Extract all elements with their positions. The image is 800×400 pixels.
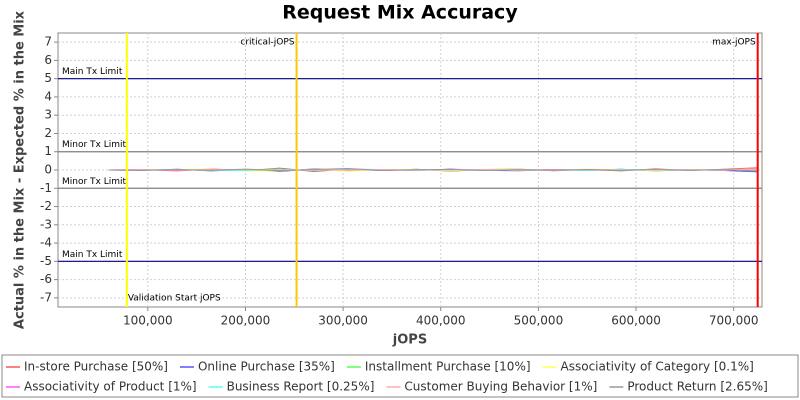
y-tick-label: 7 — [44, 35, 52, 49]
legend-label: Product Return [2.65%] — [627, 380, 768, 394]
jops-label: critical-jOPS — [240, 38, 294, 48]
y-tick-label: 4 — [44, 89, 52, 103]
x-tick-label: 500,000 — [514, 314, 564, 328]
y-tick-label: 2 — [44, 126, 52, 140]
legend-label: In-store Purchase [50%] — [24, 360, 168, 374]
limit-label: Minor Tx Limit — [62, 177, 127, 187]
x-tick-label: 200,000 — [221, 314, 271, 328]
y-tick-label: -6 — [40, 272, 52, 286]
limit-label: Main Tx Limit — [62, 67, 123, 77]
x-tick-label: 600,000 — [611, 314, 661, 328]
y-tick-label: -2 — [40, 199, 52, 213]
y-tick-label: -3 — [40, 217, 52, 231]
x-tick-label: 400,000 — [416, 314, 466, 328]
y-tick-label: -4 — [40, 236, 52, 250]
x-tick-label: 100,000 — [123, 314, 173, 328]
legend-label: Customer Buying Behavior [1%] — [404, 380, 597, 394]
x-tick-label: 300,000 — [318, 314, 368, 328]
legend — [1, 354, 799, 398]
jops-label: max-jOPS — [712, 38, 756, 48]
y-tick-label: -5 — [40, 254, 52, 268]
jops-label: Validation Start jOPS — [128, 294, 221, 304]
chart-title: Request Mix Accuracy — [282, 2, 518, 24]
legend-label: Associativity of Category [0.1%] — [561, 360, 754, 374]
y-axis-label: Actual % in the Mix - Expected % in the … — [13, 10, 28, 329]
limit-label: Minor Tx Limit — [62, 140, 127, 150]
limit-label: Main Tx Limit — [62, 250, 123, 260]
y-tick-label: 0 — [44, 163, 52, 177]
x-axis-label: jOPS — [392, 333, 427, 348]
legend-label: Installment Purchase [10%] — [365, 360, 531, 374]
legend-label: Online Purchase [35%] — [198, 360, 335, 374]
series-line — [108, 168, 759, 172]
y-tick-label: 6 — [44, 53, 52, 67]
y-tick-label: 1 — [44, 144, 52, 158]
y-tick-label: 3 — [44, 108, 52, 122]
y-tick-label: -1 — [40, 181, 52, 195]
y-tick-label: -7 — [40, 290, 52, 304]
y-tick-label: 5 — [44, 71, 52, 85]
legend-label: Associativity of Product [1%] — [24, 380, 197, 394]
legend-label: Business Report [0.25%] — [227, 380, 375, 394]
x-tick-label: 700,000 — [709, 314, 759, 328]
